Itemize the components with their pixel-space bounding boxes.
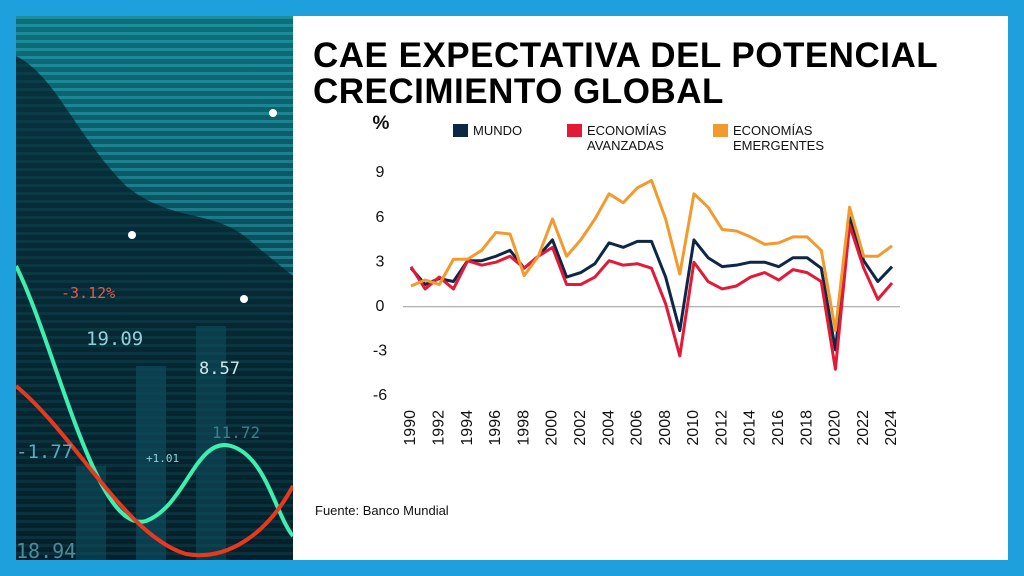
light [269, 109, 277, 117]
chart-panel: CAE EXPECTATIVA DEL POTENCIAL CRECIMIENT… [293, 16, 1008, 560]
x-tick-label: 2008 [657, 410, 674, 446]
y-tick-label: -6 [373, 387, 387, 404]
legend-label: ECONOMÍAS AVANZADAS [587, 123, 667, 153]
legend-item: MUNDO [453, 123, 573, 138]
legend-label: MUNDO [473, 123, 523, 138]
decor-number: -1.77 [16, 441, 73, 463]
x-tick-label: 2000 [544, 410, 561, 446]
decor-number: 19.09 [86, 328, 143, 350]
chart: % 9 6 3 0 -3 -6 1990 1992 1994 1996 1998 2000 2002 20… [373, 113, 901, 446]
x-tick-label: 2020 [827, 410, 844, 446]
curve-decor [16, 265, 293, 538]
series-line [409, 223, 894, 371]
legend-label: ECONOMÍAS EMERGENTES [733, 123, 825, 153]
x-tick-label: 1998 [515, 410, 532, 446]
legend-item: ECONOMÍAS AVANZADAS [567, 123, 687, 153]
x-tick-label: 2002 [572, 410, 589, 446]
x-tick-label: 2016 [770, 410, 787, 446]
y-tick-label: 6 [376, 209, 385, 226]
chart-title: CAE EXPECTATIVA DEL POTENCIAL CRECIMIENT… [313, 36, 938, 111]
decor-number: 11.72 [212, 423, 260, 442]
x-tick-label: 2022 [855, 410, 872, 446]
x-tick-label: 1996 [487, 410, 504, 446]
y-tick-label: 0 [376, 298, 385, 315]
x-tick-label: 2006 [629, 410, 646, 446]
x-tick-label: 1992 [431, 410, 448, 446]
source: Fuente: Banco Mundial [315, 503, 449, 518]
x-tick-label: 2010 [685, 410, 702, 446]
decor-number: -3.12% [61, 284, 115, 302]
x-tick-label: 2012 [713, 410, 730, 446]
bar-decor [196, 326, 226, 560]
y-axis-label: % [373, 113, 390, 134]
x-tick-label: 2014 [742, 410, 759, 446]
series-line [409, 216, 894, 352]
y-tick-label: -3 [373, 343, 387, 360]
x-tick-label: 1994 [459, 410, 476, 446]
legend-item: ECONOMÍAS EMERGENTES [713, 123, 833, 153]
x-tick-label: 2004 [600, 410, 617, 446]
light [128, 231, 136, 239]
light [240, 295, 248, 303]
legend-swatch [453, 124, 468, 137]
background-image: -3.12% 19.09 8.57 -1.77 +1.01 11.72 18.9… [16, 16, 293, 560]
legend-swatch [567, 124, 582, 137]
legend-swatch [713, 124, 728, 137]
x-tick-label: 2018 [798, 410, 815, 446]
decor-number: 18.94 [16, 539, 76, 560]
curve-decor [16, 384, 293, 558]
y-tick-label: 9 [376, 164, 385, 181]
x-tick-label: 1990 [402, 410, 419, 446]
x-tick-label: 2024 [883, 410, 900, 446]
y-tick-label: 3 [376, 253, 385, 270]
series-line [410, 178, 893, 333]
decor-number: 8.57 [199, 359, 240, 379]
decor: -3.12% 19.09 8.57 -1.77 +1.01 11.72 18.9… [16, 56, 293, 560]
decor-number: +1.01 [146, 452, 179, 465]
